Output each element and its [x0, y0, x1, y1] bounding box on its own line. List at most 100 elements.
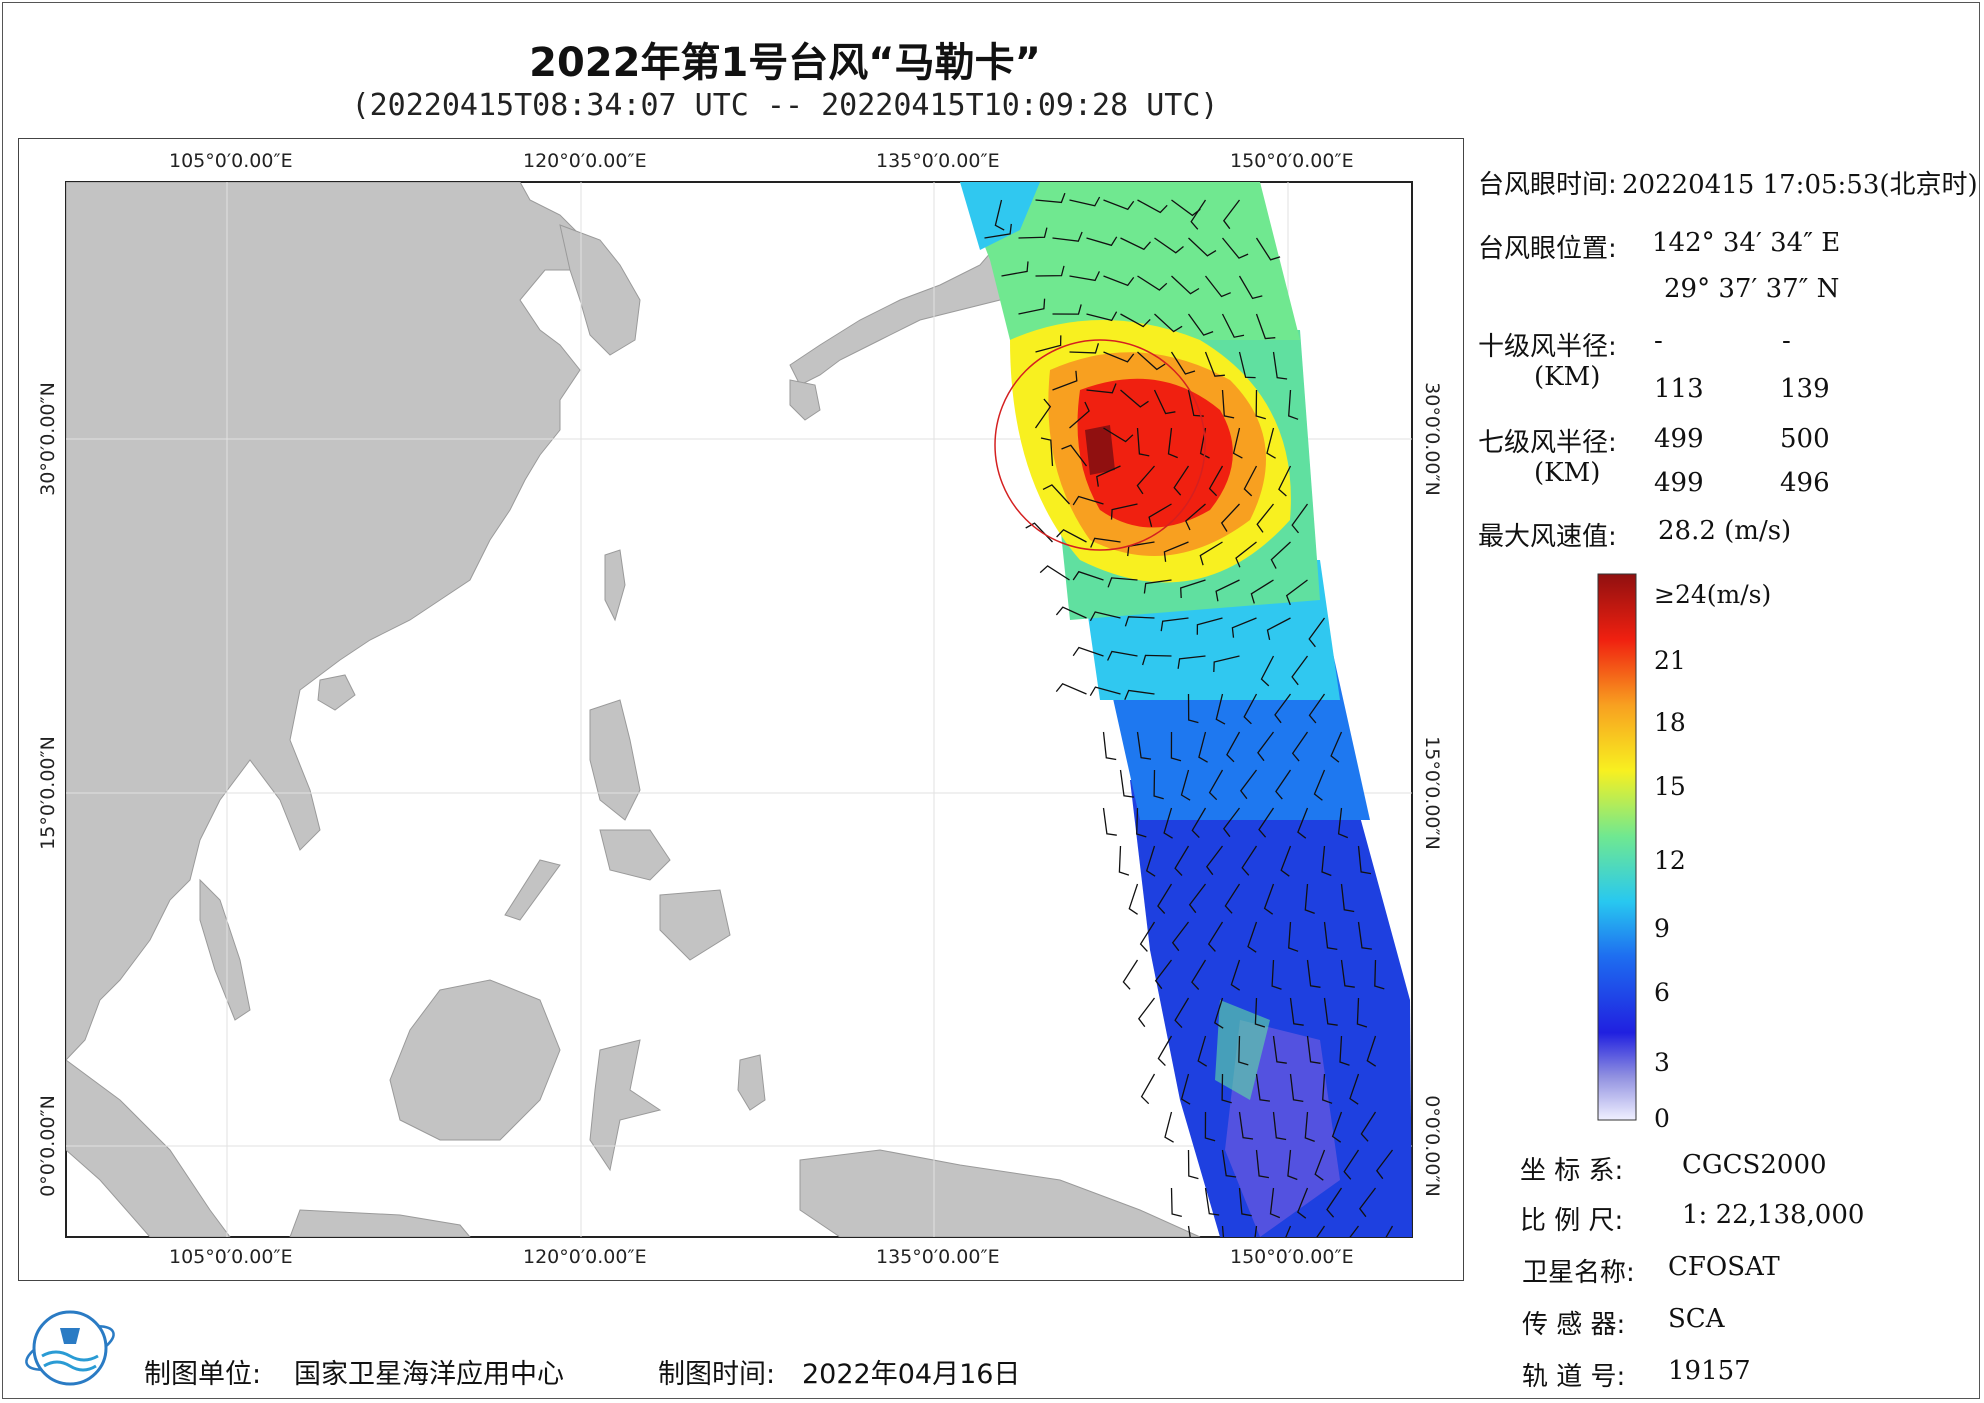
- swath-darkred: [1085, 425, 1115, 475]
- wind-barb: [1163, 807, 1173, 839]
- wind-barb: [1255, 389, 1266, 420]
- wind-barb: [1221, 237, 1249, 259]
- map-subtitle: (20220415T08:34:07 UTC -- 20220415T10:09…: [351, 88, 1219, 123]
- coord-system-label: 坐 标 系:: [1520, 1156, 1624, 1186]
- wind-barb: [1331, 1111, 1343, 1143]
- wind-barb: [1349, 1073, 1360, 1105]
- orbit-row: 轨 道 号: 19157: [1522, 1356, 1751, 1393]
- land-korea: [559, 224, 641, 356]
- land-visayas: [599, 829, 671, 881]
- wind-barb: [1140, 1073, 1156, 1105]
- wind-barb: [1120, 237, 1151, 251]
- wind-barb: [1287, 1149, 1298, 1181]
- legend-label-6: 6: [1654, 978, 1670, 1007]
- land-mindanao: [659, 889, 731, 961]
- wind-barb: [1349, 1225, 1360, 1237]
- eye-pos-label: 台风眼位置:: [1478, 234, 1617, 264]
- swath-south: [1130, 780, 1412, 1237]
- wind-barb: [1102, 807, 1117, 836]
- wind-barb: [1358, 1187, 1377, 1218]
- wind-barb: [1040, 437, 1054, 467]
- wind-barb: [1254, 1225, 1258, 1237]
- wind-barb: [1272, 1035, 1287, 1064]
- wind-barb: [1260, 655, 1275, 687]
- legend-label-18: 18: [1654, 708, 1686, 737]
- land-hainan: [317, 674, 356, 711]
- wind-barb: [1188, 237, 1217, 257]
- land-halmahera: [737, 1054, 766, 1111]
- r7-value-se: 500: [1780, 424, 1830, 454]
- wind-barb: [1061, 444, 1088, 467]
- land-japan-kyushu: [789, 379, 821, 421]
- land-malay-peninsula: [199, 878, 251, 1021]
- wind-barb: [1255, 1149, 1270, 1179]
- lat-label-left: 0°0′0.00″N: [37, 1095, 59, 1197]
- wind-barb: [1124, 689, 1155, 700]
- r7-label: 七级风半径:: [1478, 428, 1617, 458]
- wind-barb: [1157, 883, 1173, 914]
- wind-barb: [1197, 1035, 1208, 1067]
- wind-barb: [1107, 577, 1138, 588]
- wind-barb: [1285, 1225, 1292, 1237]
- wind-barb: [1120, 313, 1151, 328]
- legend-label-12: 12: [1654, 846, 1686, 875]
- nsoas-logo: [25, 1310, 115, 1386]
- eye-lat-value: 29° 37′ 37″ N: [1664, 274, 1840, 304]
- land-new-guinea: [799, 1149, 1201, 1237]
- wind-barb: [1306, 959, 1321, 988]
- wind-barb: [1207, 921, 1224, 952]
- eye-time-value: 20220415 17:05:53(北京时): [1622, 170, 1978, 200]
- wind-barb: [1323, 997, 1338, 1026]
- wind-barb: [1269, 1187, 1281, 1219]
- r10-unit: (KM): [1534, 362, 1601, 392]
- wind-barb: [1180, 579, 1206, 599]
- legend-label-9: 9: [1654, 914, 1670, 943]
- wind-barb: [1289, 1073, 1304, 1103]
- wind-barb: [1297, 807, 1309, 839]
- wind-barb: [1232, 427, 1243, 459]
- r10-value-sw: 139: [1780, 374, 1830, 404]
- wind-barb: [994, 199, 1005, 231]
- wind-barb: [1314, 1149, 1326, 1181]
- wind-barb: [1167, 427, 1178, 459]
- wind-barb: [1374, 959, 1385, 990]
- wind-barb: [1103, 199, 1135, 211]
- wind-barb: [1069, 271, 1100, 282]
- wind-barb: [1239, 769, 1258, 800]
- lon-label-top: 150°0′0.00″E: [1230, 150, 1354, 172]
- wind-barb: [1274, 693, 1292, 724]
- wind-barb: [1322, 1073, 1333, 1104]
- wind-barb: [1086, 383, 1117, 394]
- wind-barb: [1018, 227, 1048, 239]
- wind-barb: [1039, 565, 1070, 581]
- wind-barb: [1102, 731, 1117, 761]
- wind-barb: [984, 223, 1012, 239]
- lon-label-top: 105°0′0.00″E: [169, 150, 293, 172]
- wind-barb: [1035, 192, 1066, 204]
- legend-label-15: 15: [1654, 772, 1686, 801]
- wind-barb: [1173, 465, 1190, 496]
- r7-value-ne: 499: [1654, 424, 1704, 454]
- wind-barb: [1055, 683, 1087, 695]
- wind-barb: [1291, 503, 1309, 534]
- wind-barb: [1204, 1111, 1216, 1142]
- wind-barb: [1285, 579, 1308, 606]
- wind-barb: [1180, 769, 1191, 801]
- wind-barb: [1204, 275, 1231, 298]
- wind-barb: [1221, 1073, 1232, 1104]
- wind-barb: [1118, 845, 1130, 876]
- wind-barb: [1069, 196, 1101, 207]
- wind-barb: [1375, 1149, 1394, 1180]
- wind-barb: [1208, 769, 1224, 801]
- wind-barb: [1339, 1035, 1350, 1066]
- wind-barb: [1254, 997, 1266, 1028]
- wind-barb: [1250, 579, 1274, 604]
- wind-barb: [1308, 693, 1326, 724]
- wind-barb: [1157, 1035, 1173, 1067]
- producer-label: 制图单位:: [144, 1359, 262, 1390]
- wind-barb: [1136, 427, 1150, 457]
- wind-barb: [1001, 261, 1029, 277]
- r7-value-sw: 496: [1780, 468, 1830, 498]
- wind-barb: [1297, 1187, 1309, 1219]
